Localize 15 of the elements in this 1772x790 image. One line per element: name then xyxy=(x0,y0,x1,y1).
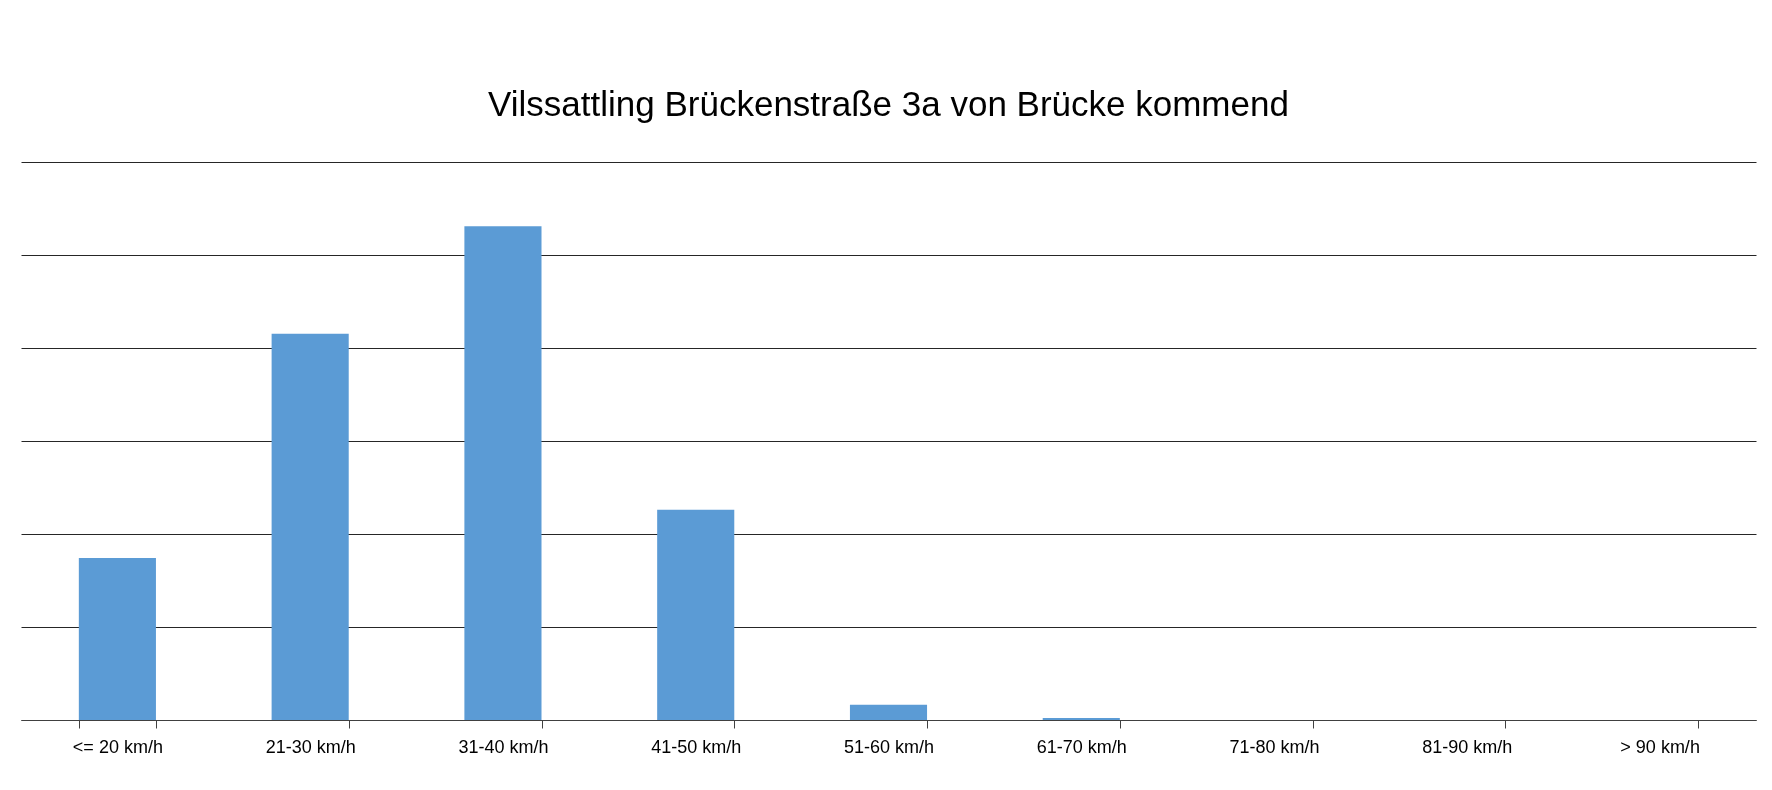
x-tick-label: 61-70 km/h xyxy=(1036,736,1127,757)
bar xyxy=(78,558,156,720)
bar xyxy=(464,226,542,720)
x-tick-label: > 90 km/h xyxy=(1620,736,1700,757)
x-tick-label: 31-40 km/h xyxy=(458,736,549,757)
bar xyxy=(657,509,735,720)
bar xyxy=(849,704,928,720)
bar xyxy=(271,333,349,720)
x-tick-label: <= 20 km/h xyxy=(72,736,163,757)
x-tick-label: 51-60 km/h xyxy=(843,736,935,757)
x-tick-label: 81-90 km/h xyxy=(1422,736,1513,757)
chart-title: Vilssattling Brückenstraße 3a von Brücke kommend xyxy=(488,84,1289,123)
x-tick-label: 21-30 km/h xyxy=(265,736,356,757)
x-tick-label: 71-80 km/h xyxy=(1229,736,1320,757)
x-tick-label: 41-50 km/h xyxy=(651,736,742,757)
